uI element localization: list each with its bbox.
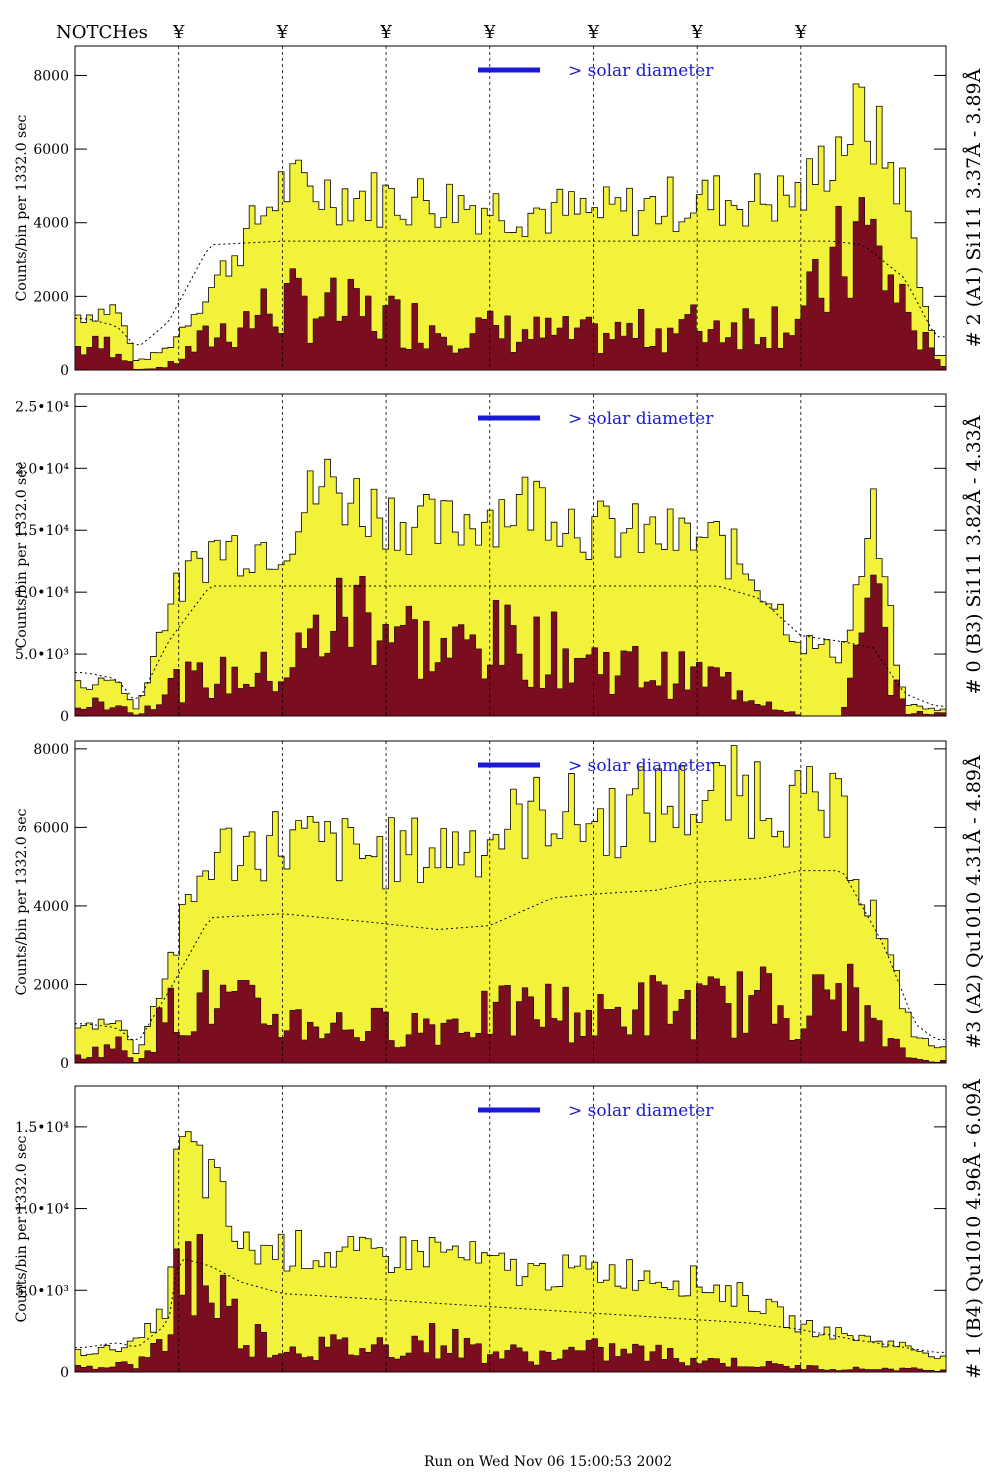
series-total-counts [74,458,947,717]
solar-diameter-label: > solar diameter [568,1101,714,1121]
notch-marker-7: ¥ [794,22,807,43]
series-dark-counts [74,1234,947,1373]
notch-marker-1: ¥ [172,22,185,43]
ytick-label: 0 [60,1056,69,1072]
panel-label: #3 (A2) Qu1010 4.31Å - 4.89Å [963,755,985,1049]
ytick-label: 2.5•10⁴ [15,399,69,415]
notch-marker-5: ¥ [587,22,600,43]
panel-label: # 2 (A1) Si111 3.37Å - 3.89Å [963,68,985,347]
panel-label: # 0 (B3) Si111 3.82Å - 4.33Å [963,415,985,694]
panel-label: # 1 (B4) Qu1010 4.96Å - 6.09Å [963,1079,985,1379]
series-total-counts [74,1131,947,1373]
ytick-label: 1.5•10⁴ [15,523,69,539]
notches-label: NOTCHes [56,22,148,43]
panel-3: 0 2000 4000 6000 8000 Counts/bin per 1332.0 s… [14,740,985,1072]
solar-diameter-label: > solar diameter [568,756,714,776]
series-total-counts [74,745,947,1064]
panels: 0 2000 4000 6000 8000 Counts/bin per 1332.0 s… [14,45,985,1381]
model-curve [75,585,946,707]
ytick-label: 2000 [33,289,69,305]
ytick-label: 1.0•10⁴ [15,585,69,601]
ytick-label: 6000 [33,142,69,158]
solar-diameter-label: > solar diameter [568,61,714,81]
notch-markers: ¥ ¥ ¥ ¥ ¥ ¥ ¥ [172,22,807,43]
notch-marker-2: ¥ [276,22,289,43]
ytick-label: 2.0•10⁴ [15,461,69,477]
y-axis-label: Counts/bin per 1332.0 sec [14,808,30,995]
model-curve [75,1258,946,1353]
series-dark-counts [74,963,947,1064]
ytick-label: 8000 [33,68,69,84]
ytick-label: 4000 [33,216,69,232]
y-axis-label: Counts/bin per 1332.0 sec [14,114,30,301]
series-dark-counts [74,574,947,717]
solar-diameter-label: > solar diameter [568,409,714,429]
series-dark-counts [74,197,947,371]
panel-1: 0 2000 4000 6000 8000 Counts/bin per 1332.0 s… [14,45,985,379]
run-footer: Run on Wed Nov 06 15:00:53 2002 [424,1454,672,1470]
ytick-label: 0 [60,363,69,379]
ytick-label: 2000 [33,977,69,993]
ytick-label: 5.0•10³ [15,647,69,663]
ytick-label: 0 [60,1365,69,1381]
notch-marker-6: ¥ [690,22,703,43]
y-axis-label: Counts/bin per 1332.0 sec [14,461,30,648]
ytick-label: 6000 [33,820,69,836]
y-axis-label: Counts/bin per 1332.0 sec [14,1135,30,1322]
model-curve [75,870,946,1041]
ytick-label: 1.5•10⁴ [15,1120,69,1136]
model-curve [75,240,946,346]
ytick-label: 8000 [33,742,69,758]
notches-header: NOTCHes ¥ ¥ ¥ ¥ ¥ ¥ ¥ [56,22,807,43]
ytick-label: 4000 [33,899,69,915]
notch-marker-3: ¥ [379,22,392,43]
ytick-label: 1.0•10⁴ [15,1202,69,1218]
ytick-label: 5.0•10³ [15,1283,69,1299]
notch-marker-4: ¥ [483,22,496,43]
ytick-label: 0 [60,709,69,725]
panel-2: 0 5.0•10³ 1.0•10⁴ 1.5•10⁴ 2.0•10⁴ 2.5•10⁴ Coun… [14,393,985,725]
